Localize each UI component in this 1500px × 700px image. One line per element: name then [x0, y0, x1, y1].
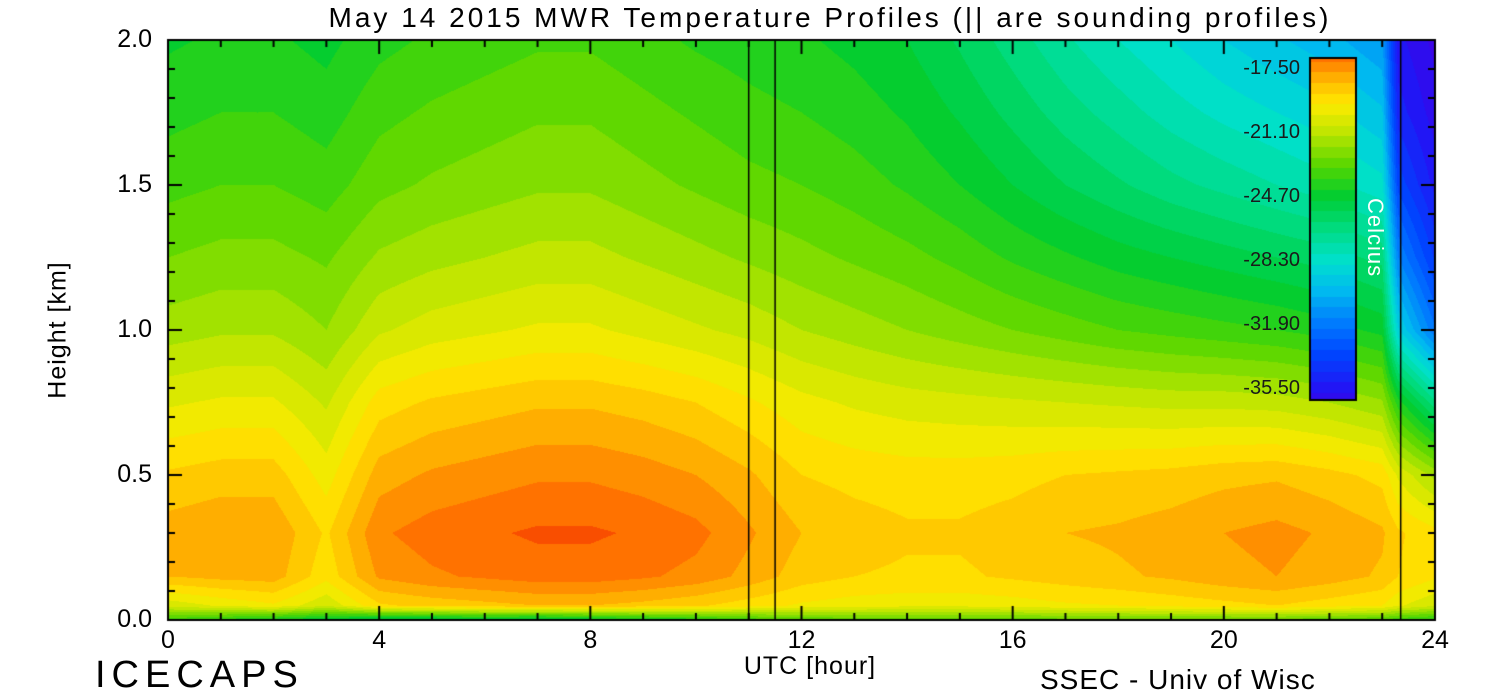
colorbar-tick-label: -21.10 [1243, 120, 1300, 143]
colorbar-tick-label: -28.30 [1243, 249, 1300, 272]
y-axis-label: Height [km] [43, 261, 72, 399]
x-tick-label: 16 [998, 626, 1027, 654]
x-tick-label: 20 [1209, 626, 1238, 654]
y-tick-label: 0.0 [117, 605, 152, 633]
colorbar-tick-label: -35.50 [1243, 377, 1300, 400]
y-tick-label: 2.0 [117, 25, 152, 53]
x-tick-label: 0 [161, 626, 175, 654]
colorbar-tick-label: -31.90 [1243, 313, 1300, 336]
chart-title: May 14 2015 MWR Temperature Profiles (||… [328, 2, 1332, 33]
x-axis-label: UTC [hour] [743, 652, 877, 680]
x-tick-label: 8 [583, 626, 598, 654]
x-tick-label: 12 [787, 626, 816, 654]
y-tick-label: 1.5 [117, 170, 152, 198]
x-tick-label: 24 [1421, 626, 1449, 654]
icecaps-watermark: ICECAPS [95, 654, 304, 696]
colorbar-tick-label: -17.50 [1243, 56, 1300, 79]
colorbar-tick-label: -24.70 [1243, 184, 1300, 207]
credit-label: SSEC - Univ of Wisc [1040, 664, 1316, 695]
x-tick-label: 4 [372, 626, 387, 654]
colorbar-label: Celcius [1363, 198, 1388, 278]
y-tick-label: 0.5 [117, 460, 152, 488]
y-tick-label: 1.0 [117, 315, 152, 343]
